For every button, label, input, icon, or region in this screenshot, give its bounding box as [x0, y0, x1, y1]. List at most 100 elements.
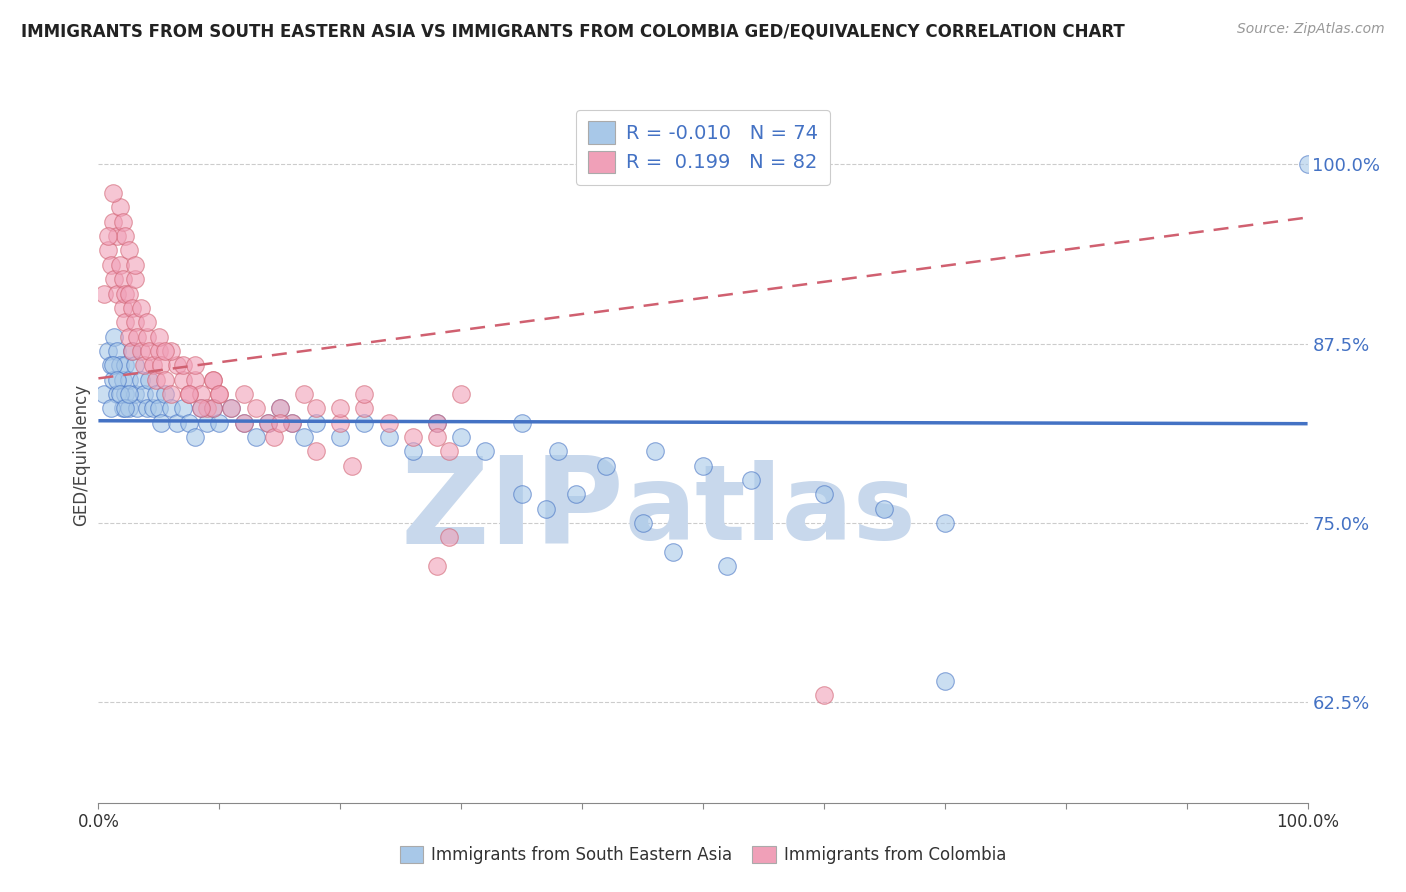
Point [166, 358, 188, 372]
Point [269, 401, 291, 416]
Point [208, 387, 231, 401]
Point [221, 401, 243, 416]
Point [138, 373, 160, 387]
Point [595, 458, 617, 473]
Point [121, 301, 143, 315]
Point [263, 430, 285, 444]
Point [150, 358, 173, 372]
Point [329, 430, 352, 444]
Point [305, 401, 328, 416]
Point [510, 416, 533, 430]
Point [305, 444, 328, 458]
Point [202, 373, 225, 387]
Point [105, 286, 128, 301]
Point [160, 343, 183, 358]
Point [160, 401, 183, 416]
Point [111, 272, 134, 286]
Point [103, 272, 125, 286]
Point [124, 387, 146, 401]
Point [716, 559, 738, 574]
Point [114, 401, 136, 416]
Point [353, 416, 375, 430]
Point [426, 416, 449, 430]
Point [134, 387, 156, 401]
Point [148, 329, 170, 343]
Point [510, 487, 533, 501]
Point [111, 401, 134, 416]
Point [124, 272, 146, 286]
Point [426, 430, 449, 444]
Point [114, 229, 136, 244]
Point [97, 244, 120, 258]
Point [105, 373, 128, 387]
Point [740, 473, 762, 487]
Point [103, 329, 125, 343]
Point [195, 401, 218, 416]
Point [329, 401, 352, 416]
Point [105, 387, 128, 401]
Point [93, 387, 115, 401]
Point [426, 416, 449, 430]
Point [101, 215, 124, 229]
Point [202, 373, 225, 387]
Point [190, 401, 212, 416]
Point [118, 387, 141, 401]
Point [124, 315, 146, 329]
Point [190, 401, 212, 416]
Point [353, 401, 375, 416]
Point [148, 401, 170, 416]
Point [114, 387, 136, 401]
Point [153, 387, 176, 401]
Point [221, 401, 243, 416]
Point [202, 401, 225, 416]
Point [402, 430, 425, 444]
Point [124, 358, 146, 372]
Point [305, 416, 328, 430]
Point [184, 358, 207, 372]
Point [281, 416, 304, 430]
Point [177, 387, 201, 401]
Point [145, 387, 167, 401]
Point [232, 387, 254, 401]
Point [142, 401, 165, 416]
Point [329, 416, 352, 430]
Point [172, 358, 194, 372]
Point [108, 387, 131, 401]
Point [114, 286, 136, 301]
Point [1296, 157, 1319, 171]
Point [118, 401, 141, 416]
Point [127, 329, 149, 343]
Text: atlas: atlas [624, 459, 917, 562]
Point [813, 688, 835, 702]
Point [692, 458, 714, 473]
Point [118, 329, 141, 343]
Point [377, 416, 399, 430]
Point [105, 343, 128, 358]
Point [208, 387, 231, 401]
Point [232, 416, 254, 430]
Point [111, 373, 134, 387]
Point [105, 229, 128, 244]
Point [150, 416, 173, 430]
Text: ZIP: ZIP [401, 452, 624, 569]
Point [111, 301, 134, 315]
Point [269, 401, 291, 416]
Point [160, 387, 183, 401]
Point [934, 516, 956, 530]
Point [873, 501, 896, 516]
Point [100, 258, 122, 272]
Point [135, 315, 157, 329]
Point [111, 215, 134, 229]
Point [129, 301, 152, 315]
Point [121, 343, 143, 358]
Point [135, 329, 157, 343]
Point [474, 444, 496, 458]
Point [118, 286, 141, 301]
Point [108, 201, 131, 215]
Point [534, 501, 557, 516]
Point [450, 430, 472, 444]
Point [232, 416, 254, 430]
Point [100, 358, 122, 372]
Point [118, 373, 141, 387]
Point [138, 343, 160, 358]
